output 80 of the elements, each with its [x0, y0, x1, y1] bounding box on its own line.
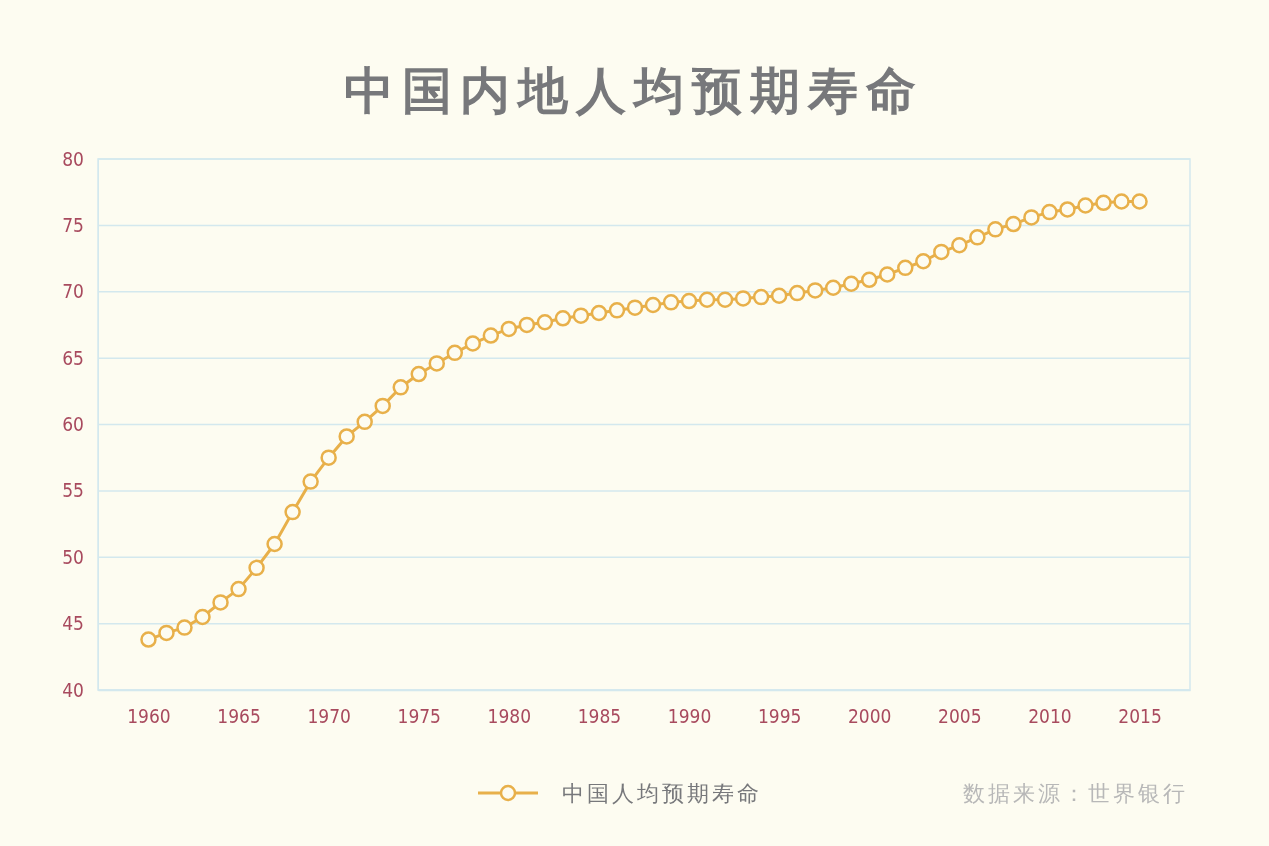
point — [1005, 215, 1022, 233]
point — [302, 473, 319, 490]
point — [1023, 209, 1040, 226]
point — [1131, 193, 1148, 210]
point — [194, 608, 211, 626]
point — [788, 284, 806, 302]
point — [969, 229, 986, 246]
point — [356, 413, 373, 431]
y-tick-label: 45 — [62, 612, 84, 635]
point — [626, 299, 644, 316]
point — [500, 320, 518, 338]
x-tick-label: 2000 — [848, 705, 892, 728]
x-tick-label: 1970 — [307, 705, 351, 728]
point — [284, 503, 301, 521]
point — [770, 287, 788, 304]
point — [879, 266, 896, 283]
y-tick-label: 75 — [62, 213, 84, 236]
point — [1095, 194, 1112, 212]
point — [987, 221, 1004, 238]
x-tick-label: 1995 — [757, 705, 802, 728]
point — [698, 291, 716, 308]
y-tick-label: 40 — [62, 678, 84, 701]
source-note: 数据来源：世界银行 — [963, 781, 1188, 806]
point — [806, 282, 824, 299]
point — [446, 344, 464, 362]
point — [842, 275, 860, 293]
point — [951, 237, 968, 254]
point — [680, 292, 698, 310]
point — [392, 379, 409, 396]
x-tick-label: 1990 — [667, 705, 712, 728]
point — [248, 559, 265, 577]
point — [338, 428, 355, 445]
y-tick-label: 70 — [62, 280, 84, 303]
point — [158, 624, 175, 642]
x-tick-label: 2005 — [938, 705, 982, 728]
point — [176, 619, 193, 636]
point — [1041, 203, 1058, 221]
point — [915, 252, 932, 270]
x-tick-label: 2010 — [1028, 705, 1072, 728]
point — [1059, 201, 1076, 218]
y-tick-label: 55 — [62, 479, 84, 502]
point — [1113, 193, 1130, 210]
x-tick-label: 1960 — [127, 705, 171, 728]
point — [212, 594, 229, 611]
point — [734, 290, 752, 307]
legend-label: 中国人均预期寿命 — [562, 781, 762, 806]
point — [482, 327, 500, 344]
point — [897, 259, 914, 277]
point — [266, 535, 283, 553]
point — [320, 449, 337, 466]
point — [230, 580, 247, 598]
point — [140, 631, 157, 648]
y-tick-label: 60 — [62, 413, 84, 436]
x-tick-label: 1965 — [217, 705, 261, 728]
point — [518, 316, 536, 334]
point — [644, 296, 662, 314]
point — [572, 307, 590, 324]
point — [428, 355, 446, 372]
chart-title: 中国内地人均预期寿命 — [344, 62, 924, 120]
point — [536, 314, 554, 331]
point — [933, 243, 950, 261]
point — [554, 310, 572, 327]
x-tick-label: 2015 — [1118, 705, 1162, 728]
y-tick-label: 50 — [62, 545, 84, 568]
point — [662, 294, 680, 311]
point — [1077, 197, 1094, 214]
point — [752, 288, 770, 306]
point — [464, 335, 482, 352]
point — [374, 397, 391, 415]
point — [410, 365, 427, 383]
x-tick-label: 1985 — [577, 705, 622, 728]
point — [608, 302, 626, 319]
point — [590, 304, 608, 322]
point — [861, 271, 878, 289]
point — [716, 291, 734, 308]
x-tick-label: 1975 — [397, 705, 441, 728]
y-tick-label: 80 — [62, 147, 84, 170]
y-tick-label: 65 — [62, 346, 84, 369]
x-tick-label: 1980 — [487, 705, 532, 728]
point — [824, 279, 842, 297]
